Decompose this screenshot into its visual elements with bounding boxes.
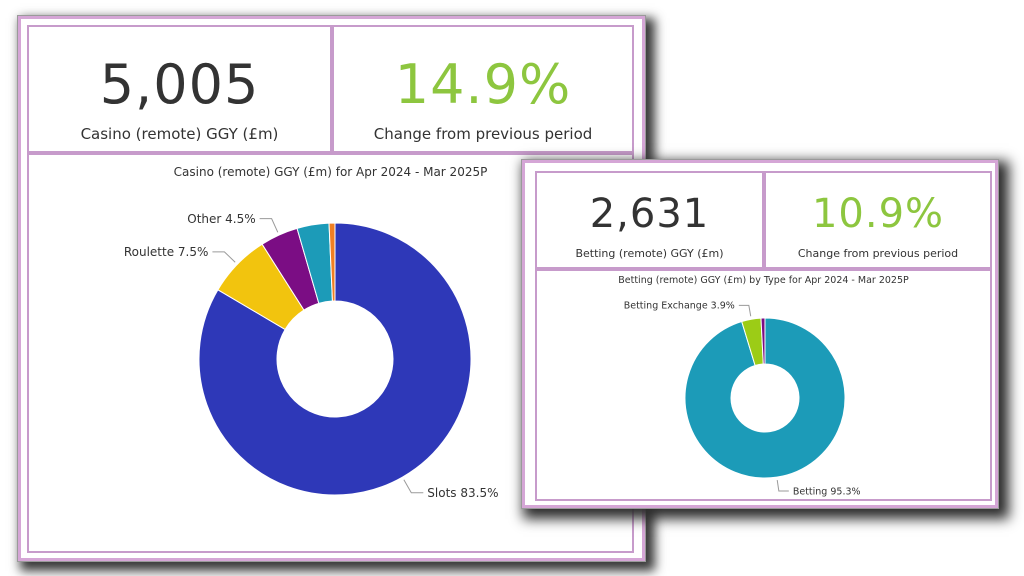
betting-label-betting: Betting 95.3%: [793, 486, 861, 497]
casino-change-card: 14.9% Change from previous period: [332, 25, 634, 153]
betting-label-betting-exchange: Betting Exchange 3.9%: [624, 301, 735, 312]
casino-label-roulette: Roulette 7.5%: [124, 245, 209, 259]
casino-change-label: Change from previous period: [373, 125, 593, 143]
betting-change-card: 10.9% Change from previous period: [764, 171, 992, 269]
betting-ggy-card: 2,631 Betting (remote) GGY (£m): [535, 171, 764, 269]
casino-ggy-value: 5,005: [99, 53, 260, 116]
casino-donut-chart: Slots 83.5% Roulette 7.5% Other 4.5%: [124, 212, 499, 500]
casino-leader-slots: [403, 479, 424, 494]
betting-chart-title: Betting (remote) GGY (£m) by Type for Ap…: [618, 275, 909, 286]
casino-chart-card: Casino (remote) GGY (£m) for Apr 2024 - …: [27, 153, 634, 553]
betting-donut-chart: Betting 95.3% Betting Exchange 3.9%: [624, 301, 861, 498]
betting-slice-betting[interactable]: [684, 317, 846, 479]
casino-ggy-label: Casino (remote) GGY (£m): [80, 125, 279, 143]
casino-slice-slots[interactable]: [198, 222, 472, 496]
betting-ggy-value: 2,631: [589, 191, 710, 237]
casino-label-other: Other 4.5%: [187, 212, 255, 226]
betting-slice-segment-3[interactable]: [760, 317, 766, 365]
betting-leader-betting: [776, 480, 789, 492]
casino-change-value: 14.9%: [394, 53, 572, 116]
casino-chart-title: Casino (remote) GGY (£m) for Apr 2024 - …: [173, 165, 488, 179]
casino-label-slots: Slots 83.5%: [427, 486, 498, 500]
betting-chart-card: Betting (remote) GGY (£m) by Type for Ap…: [535, 269, 992, 501]
casino-ggy-card: 5,005 Casino (remote) GGY (£m): [27, 25, 332, 153]
betting-panel: 2,631 Betting (remote) GGY (£m) 10.9% Ch…: [522, 160, 998, 508]
betting-change-value: 10.9%: [811, 191, 945, 237]
casino-leader-other: [259, 218, 279, 233]
casino-slice-segment-5[interactable]: [328, 222, 336, 302]
betting-change-label: Change from previous period: [797, 247, 959, 260]
casino-leader-roulette: [212, 251, 236, 263]
betting-ggy-label: Betting (remote) GGY (£m): [575, 247, 724, 260]
betting-leader-betting-exchange: [738, 304, 752, 317]
